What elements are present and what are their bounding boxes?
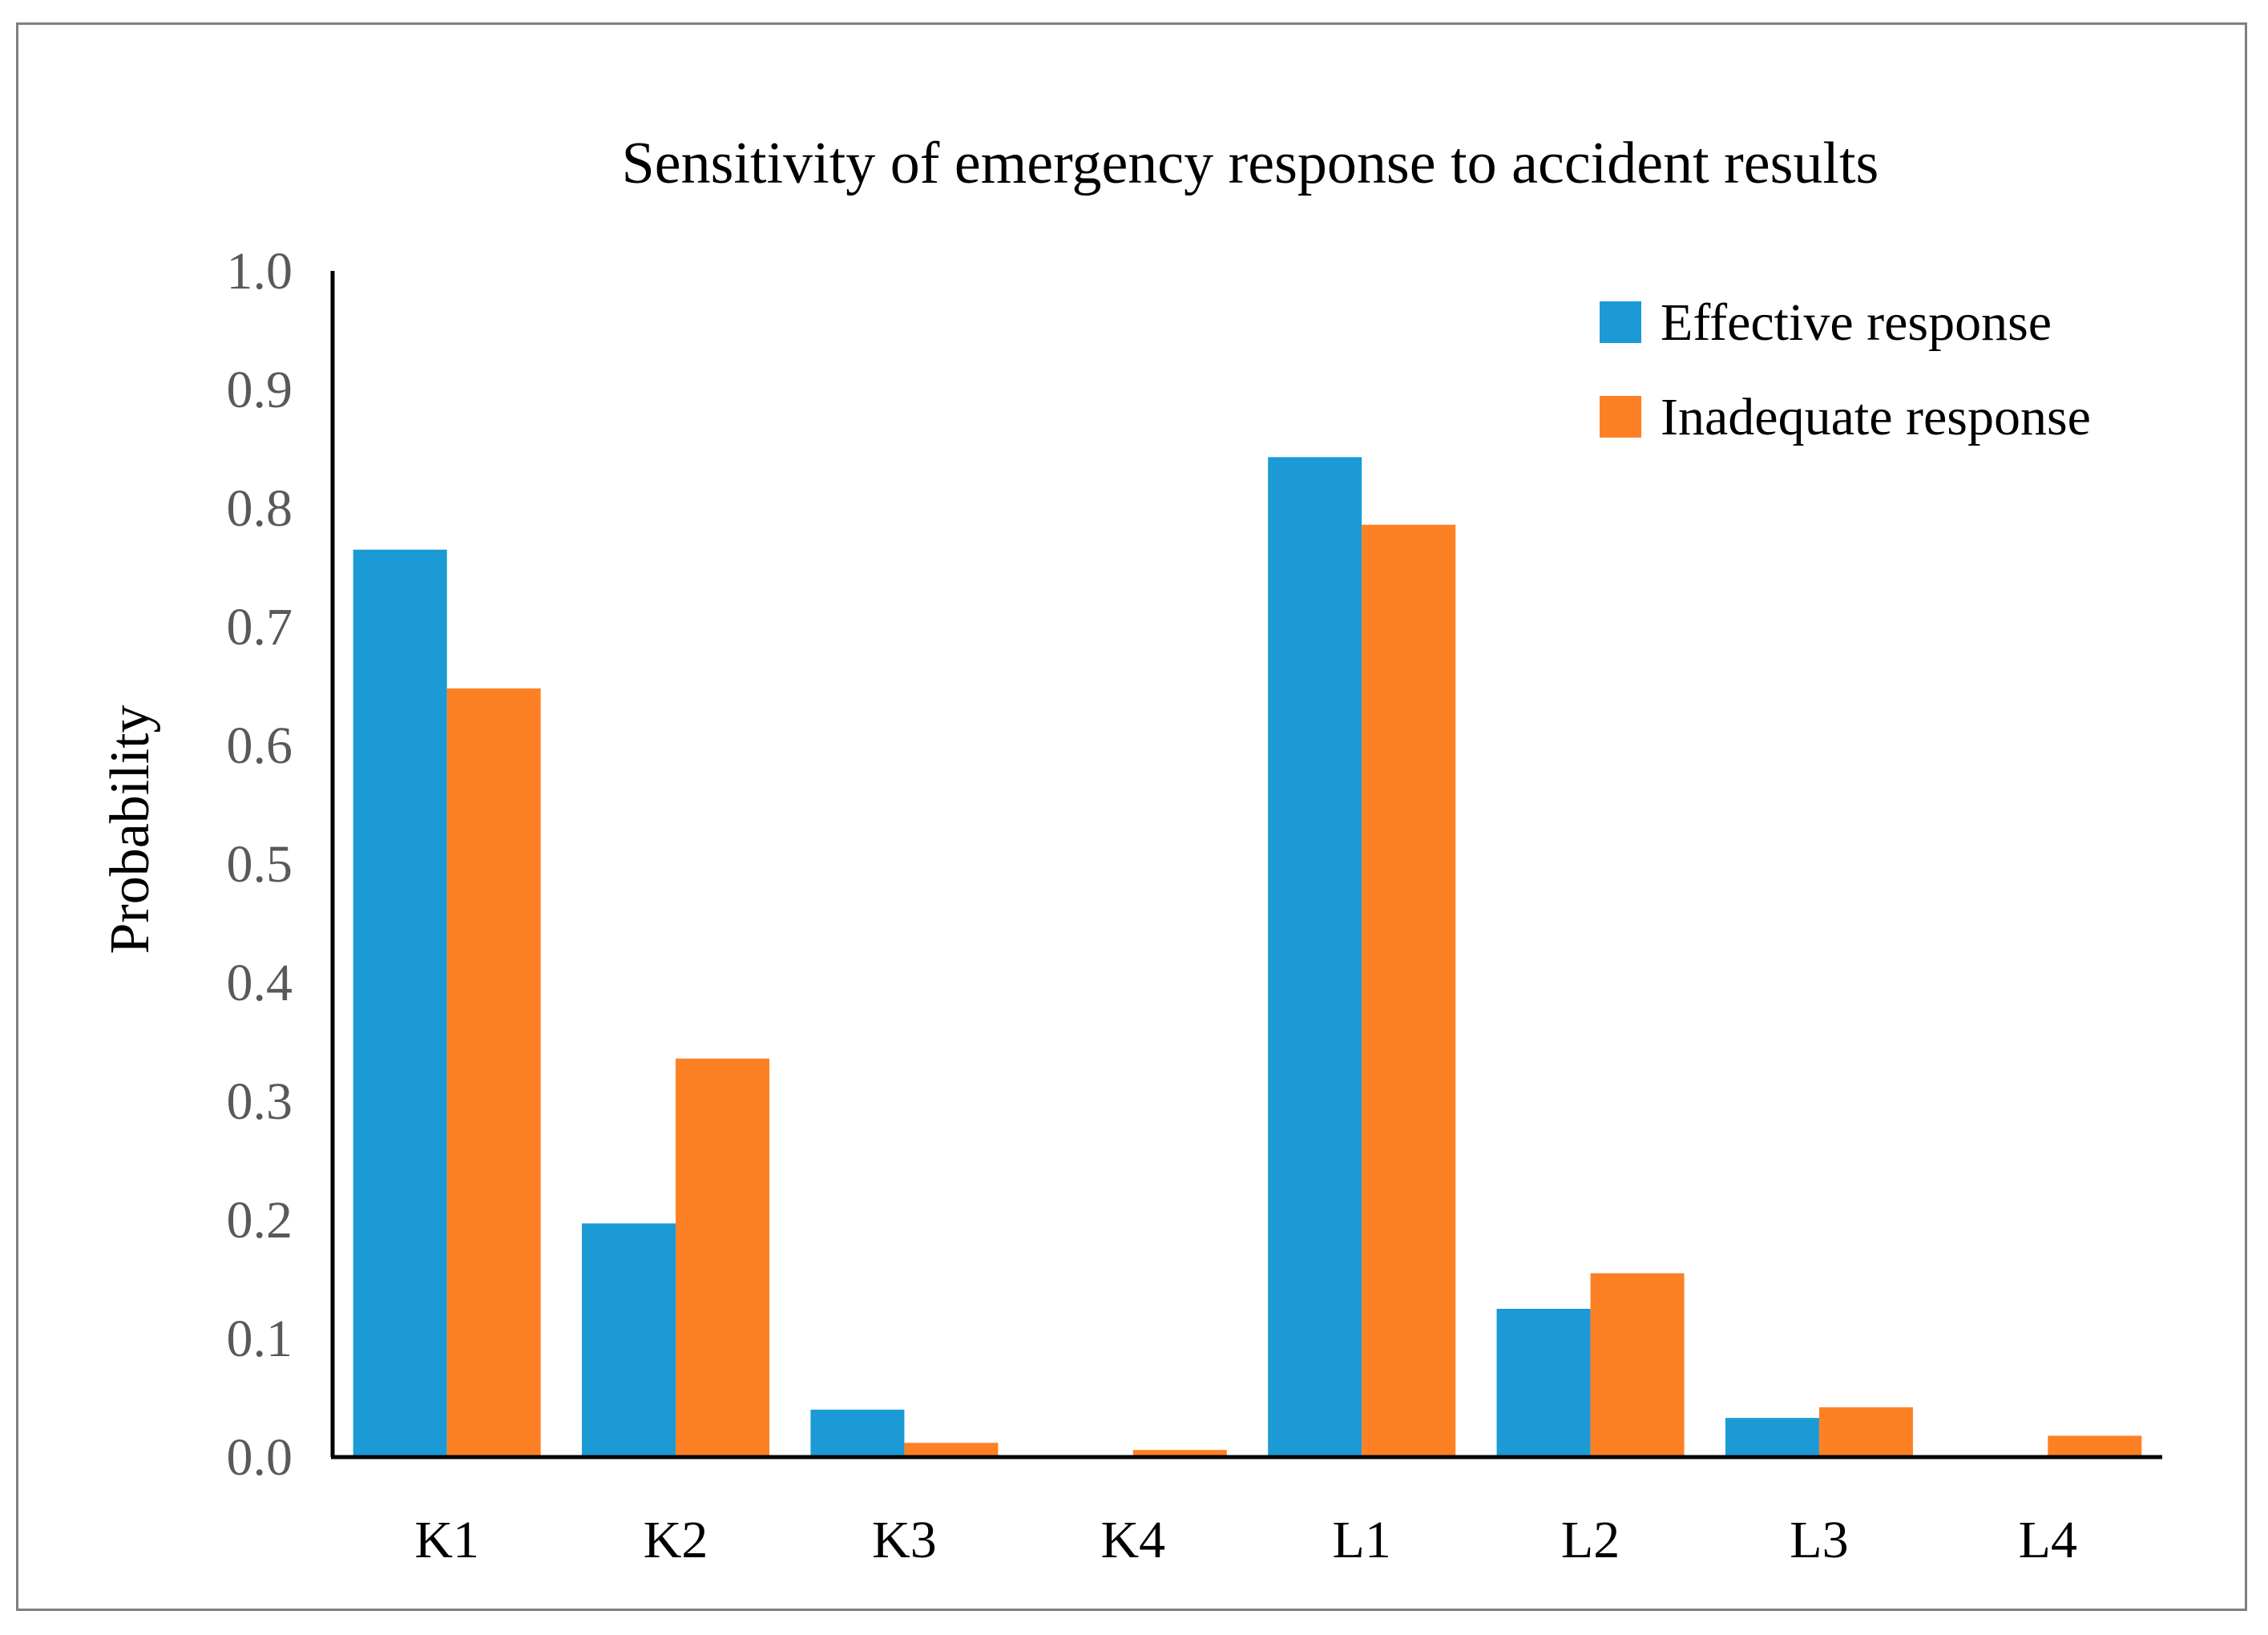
y-tick-label: 0.2 <box>227 1191 293 1249</box>
chart-title: Sensitivity of emergency response to acc… <box>622 131 1879 196</box>
x-category-label: K4 <box>1100 1511 1165 1569</box>
legend-item-inadequate-response: Inadequate response <box>1600 388 2091 446</box>
x-category-label: L3 <box>1790 1511 1848 1569</box>
y-tick-label: 0.4 <box>227 954 293 1012</box>
bar-l3-effective-response <box>1725 1418 1819 1457</box>
legend-swatch <box>1600 396 1641 438</box>
bar-k4-inadequate-response <box>1132 1450 1227 1457</box>
bar-l1-inadequate-response <box>1362 524 1456 1457</box>
bar-l1-effective-response <box>1268 457 1362 1457</box>
bar-l2-effective-response <box>1496 1309 1591 1457</box>
y-axis-label: Probability <box>99 704 161 954</box>
y-axis-ticks: 0.0 0.1 0.2 0.3 0.4 0.5 0.6 0.7 0.8 0.9 1.0 <box>227 242 293 1487</box>
x-category-label: L2 <box>1561 1511 1620 1569</box>
bar-l2-inadequate-response <box>1590 1273 1685 1457</box>
y-tick-label: 0.5 <box>227 835 293 894</box>
legend: Effective response Inadequate response <box>1600 293 2091 446</box>
x-category-label: L4 <box>2019 1511 2077 1569</box>
x-category-label: K3 <box>872 1511 937 1569</box>
bar-l4-inadequate-response <box>2048 1435 2142 1457</box>
legend-swatch <box>1600 301 1641 343</box>
bar-k2-inadequate-response <box>676 1058 770 1457</box>
y-tick-label: 1.0 <box>227 242 293 301</box>
x-axis-categories: K1 K2 K3 K4 L1 L2 L3 L4 <box>414 1511 2077 1569</box>
y-tick-label: 0.0 <box>227 1428 293 1487</box>
legend-label: Inadequate response <box>1661 388 2091 446</box>
bar-k1-inadequate-response <box>446 688 541 1457</box>
x-category-label: L1 <box>1333 1511 1391 1569</box>
bar-k3-effective-response <box>810 1409 905 1457</box>
y-tick-label: 0.6 <box>227 717 293 775</box>
x-category-label: K2 <box>644 1511 708 1569</box>
bar-l3-inadequate-response <box>1818 1407 1913 1457</box>
legend-label: Effective response <box>1661 293 2052 352</box>
bar-k3-inadequate-response <box>904 1443 999 1457</box>
y-tick-label: 0.8 <box>227 479 293 538</box>
y-tick-label: 0.9 <box>227 361 293 419</box>
bars-group <box>353 457 2142 1457</box>
y-tick-label: 0.7 <box>227 598 293 656</box>
bar-k1-effective-response <box>353 549 447 1457</box>
legend-item-effective-response: Effective response <box>1600 293 2052 352</box>
y-tick-label: 0.1 <box>227 1310 293 1368</box>
y-tick-label: 0.3 <box>227 1072 293 1131</box>
bar-k2-effective-response <box>582 1223 676 1457</box>
x-category-label: K1 <box>414 1511 479 1569</box>
